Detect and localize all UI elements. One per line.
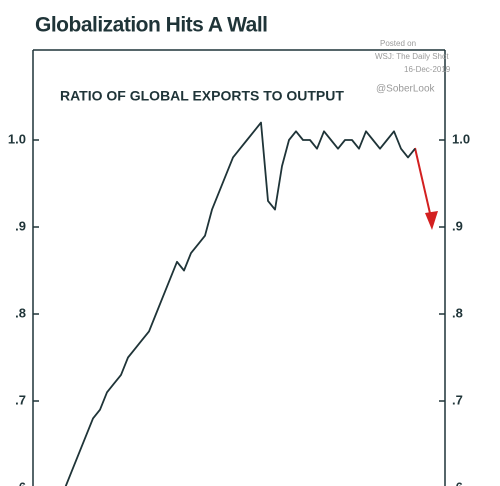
annotation: 16-Dec-2019 [404, 65, 451, 74]
y2-tick-label: .6 [452, 479, 463, 486]
annotation: @SoberLook [376, 84, 436, 95]
arrow-head [425, 211, 438, 230]
y2-tick-label: .9 [452, 218, 463, 233]
y-tick-label: 1.0 [8, 131, 26, 146]
y-tick-label: .7 [15, 392, 26, 407]
y2-tick-label: 1.0 [452, 131, 470, 146]
y-tick-label: .6 [15, 479, 26, 486]
annotation: Posted on [380, 39, 416, 48]
y2-tick-label: .8 [452, 305, 463, 320]
chart-title: Globalization Hits A Wall [35, 14, 268, 37]
arrow-shaft [414, 147, 433, 223]
y2-tick-label: .7 [452, 392, 463, 407]
y-tick-label: .9 [15, 218, 26, 233]
y-tick-label: .8 [15, 305, 26, 320]
annotation: WSJ: The Daily Shot [375, 52, 449, 61]
chart-subtitle: RATIO OF GLOBAL EXPORTS TO OUTPUT [60, 88, 344, 104]
data-line [64, 121, 416, 486]
